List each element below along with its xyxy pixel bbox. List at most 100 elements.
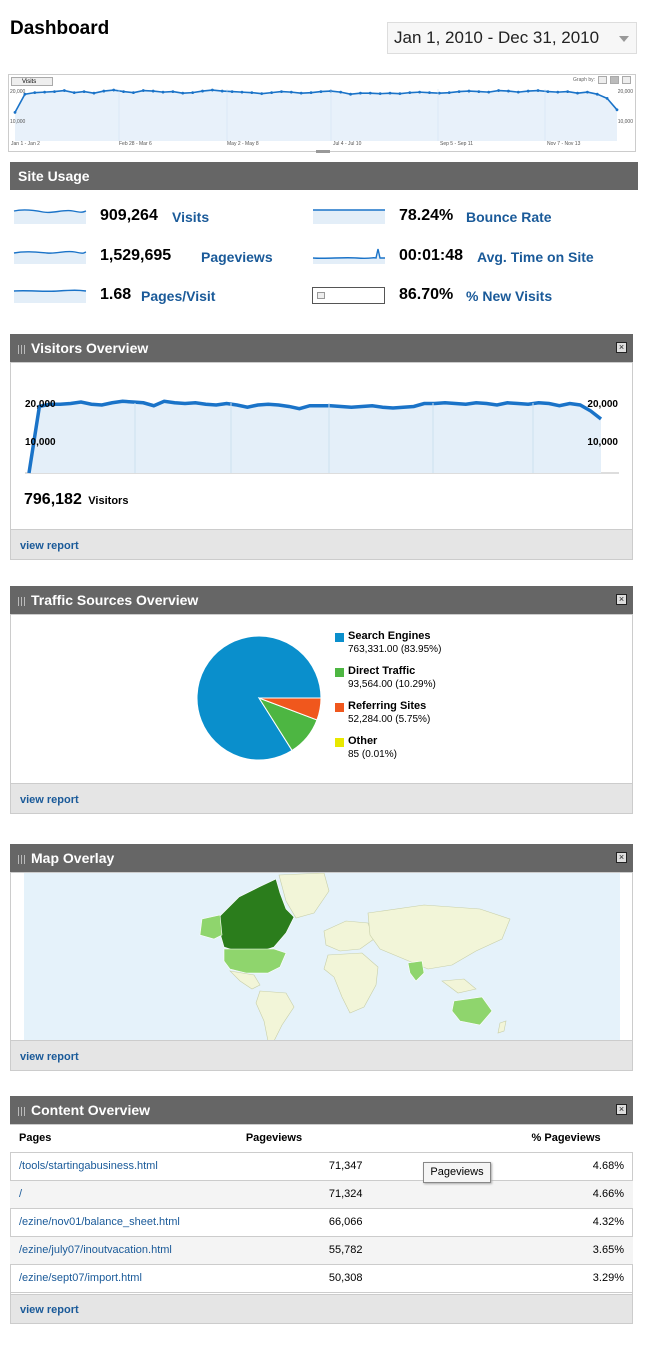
trend-point[interactable] — [72, 91, 76, 95]
trend-point[interactable] — [595, 92, 599, 96]
trend-point[interactable] — [210, 88, 214, 92]
metric-link-bounce-rate[interactable]: Bounce Rate — [466, 209, 552, 225]
trend-point[interactable] — [507, 89, 510, 93]
map-region-asia[interactable] — [367, 904, 511, 970]
graph-by-month-button[interactable] — [622, 76, 631, 84]
trend-point[interactable] — [230, 90, 234, 93]
close-icon[interactable]: × — [616, 594, 627, 605]
metric-link-pages-visit[interactable]: Pages/Visit — [141, 288, 216, 304]
trend-point[interactable] — [497, 89, 500, 92]
drag-handle-icon[interactable] — [18, 855, 25, 864]
graph-by-week-button[interactable] — [610, 76, 619, 84]
trend-point[interactable] — [191, 91, 195, 95]
map-region-south-america[interactable] — [255, 990, 295, 1041]
pages-visit-sparkline[interactable] — [13, 286, 87, 304]
trend-point[interactable] — [408, 91, 412, 95]
trend-point[interactable] — [349, 92, 352, 96]
avg-time-sparkline[interactable] — [312, 247, 386, 265]
column-header-pct-pageviews[interactable]: % Pageviews — [522, 1125, 633, 1153]
trend-point[interactable] — [418, 90, 422, 94]
trend-point[interactable] — [13, 111, 17, 114]
map-region-new-zealand[interactable] — [497, 1020, 507, 1034]
view-report-link[interactable]: view report — [20, 540, 79, 552]
page-link[interactable]: /ezine/july07/inoutvacation.html — [19, 1244, 172, 1256]
trend-point[interactable] — [378, 92, 382, 96]
map-overlay-header[interactable]: Map Overlay × — [10, 844, 633, 872]
trend-point[interactable] — [220, 89, 224, 93]
trend-point[interactable] — [82, 90, 86, 93]
view-report-link[interactable]: view report — [20, 1304, 79, 1316]
trend-point[interactable] — [53, 90, 56, 93]
drag-handle-icon[interactable] — [18, 597, 25, 606]
map-region-australia[interactable] — [451, 996, 493, 1026]
visits-sparkline[interactable] — [13, 207, 87, 225]
trend-point[interactable] — [132, 91, 135, 95]
trend-point[interactable] — [359, 91, 362, 95]
trend-point[interactable] — [309, 91, 313, 95]
pageviews-sparkline[interactable] — [13, 247, 87, 265]
trend-point[interactable] — [477, 90, 481, 93]
trend-point[interactable] — [428, 91, 431, 95]
trend-point[interactable] — [546, 90, 550, 93]
page-link[interactable]: /ezine/sept07/import.html — [19, 1272, 142, 1284]
trend-point[interactable] — [122, 90, 125, 93]
trend-point[interactable] — [299, 91, 303, 95]
trend-point[interactable] — [585, 90, 589, 94]
trend-point[interactable] — [260, 92, 264, 96]
metric-link-visits[interactable]: Visits — [172, 209, 210, 225]
trend-point[interactable] — [536, 89, 540, 92]
world-map[interactable] — [24, 873, 620, 1041]
trend-point[interactable] — [102, 89, 106, 93]
trend-point[interactable] — [43, 90, 47, 94]
chevron-down-icon[interactable] — [619, 36, 629, 42]
trend-point[interactable] — [605, 96, 609, 100]
map-region-alaska[interactable] — [199, 914, 223, 940]
new-visits-sparkline[interactable] — [312, 287, 385, 304]
trend-point[interactable] — [280, 90, 283, 93]
trend-point[interactable] — [319, 90, 323, 93]
trend-point[interactable] — [447, 91, 451, 95]
trend-point[interactable] — [339, 90, 343, 94]
visitors-overview-header[interactable]: Visitors Overview × — [10, 334, 633, 362]
trend-point[interactable] — [240, 90, 244, 94]
chart-resize-handle[interactable] — [316, 150, 330, 153]
metric-link-new-visits[interactable]: % New Visits — [466, 288, 553, 304]
metric-link-avg-time[interactable]: Avg. Time on Site — [477, 249, 594, 265]
map-region-latin-america[interactable] — [229, 970, 261, 990]
trend-point[interactable] — [171, 90, 175, 93]
map-region-usa[interactable] — [223, 948, 287, 974]
trend-point[interactable] — [398, 92, 402, 96]
traffic-sources-header[interactable]: Traffic Sources Overview × — [10, 586, 633, 614]
trend-point[interactable] — [556, 90, 560, 94]
trend-point[interactable] — [33, 91, 37, 95]
close-icon[interactable]: × — [616, 1104, 627, 1115]
trend-point[interactable] — [250, 91, 254, 95]
map-region-africa[interactable] — [323, 952, 379, 1014]
trend-point[interactable] — [181, 91, 185, 95]
metric-tab-visits[interactable]: Visits — [11, 77, 53, 86]
trend-point[interactable] — [437, 91, 441, 95]
bounce-rate-sparkline[interactable] — [312, 207, 386, 225]
traffic-pie-chart[interactable] — [194, 633, 324, 763]
close-icon[interactable]: × — [616, 852, 627, 863]
trend-point[interactable] — [112, 88, 116, 92]
view-report-link[interactable]: view report — [20, 794, 79, 806]
trend-point[interactable] — [576, 91, 579, 95]
map-region-india[interactable] — [407, 960, 425, 982]
trend-point[interactable] — [526, 89, 530, 93]
drag-handle-icon[interactable] — [18, 1107, 25, 1116]
graph-by-day-button[interactable] — [598, 76, 607, 84]
view-report-link[interactable]: view report — [20, 1051, 79, 1063]
trend-point[interactable] — [457, 90, 461, 93]
map-region-greenland[interactable] — [278, 873, 330, 919]
map-region-canada[interactable] — [218, 878, 295, 954]
trend-point[interactable] — [467, 89, 471, 93]
trend-point[interactable] — [566, 90, 570, 93]
trend-point[interactable] — [141, 89, 145, 92]
column-header-pageviews[interactable]: Pageviews — [236, 1125, 523, 1153]
page-link[interactable]: /ezine/nov01/balance_sheet.html — [19, 1216, 180, 1228]
trend-point[interactable] — [62, 89, 66, 92]
date-range-picker[interactable]: Jan 1, 2010 - Dec 31, 2010 — [387, 22, 637, 54]
trend-point[interactable] — [487, 90, 491, 94]
trend-point[interactable] — [388, 91, 392, 95]
